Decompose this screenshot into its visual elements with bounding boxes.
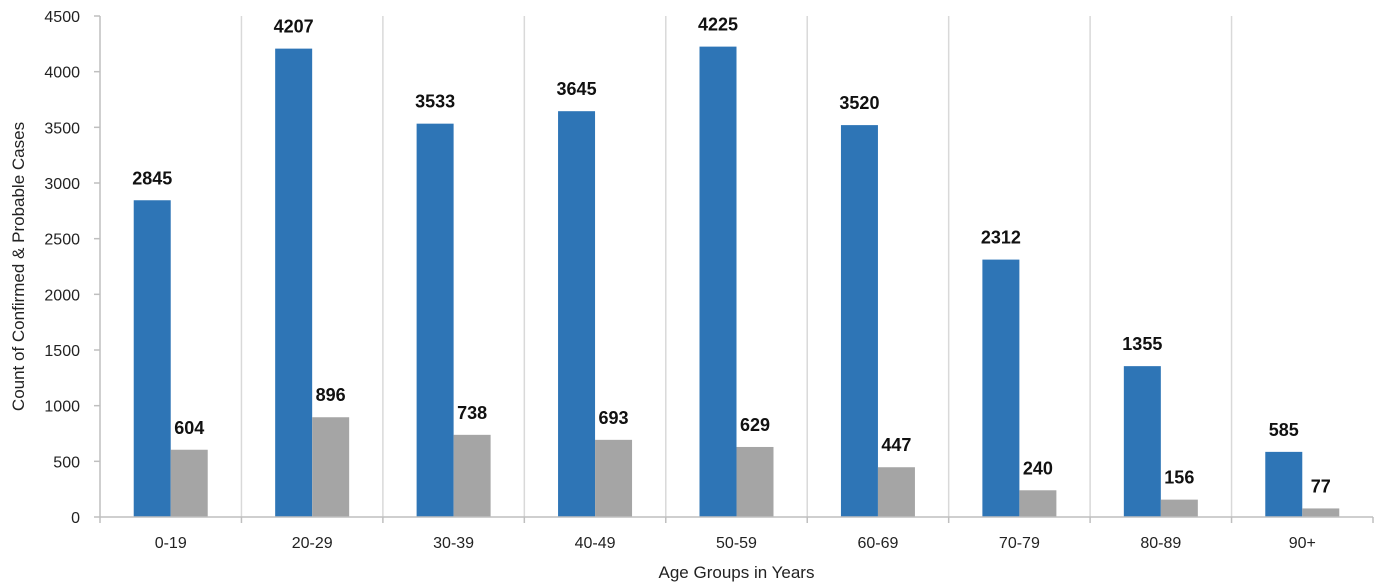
- y-tick-label: 500: [53, 454, 80, 471]
- bar: [312, 417, 350, 517]
- bar: [699, 46, 737, 517]
- x-axis-title: Age Groups in Years: [659, 563, 815, 582]
- x-tick-label: 30-39: [433, 535, 474, 552]
- bar: [877, 467, 915, 517]
- bar: [1019, 490, 1057, 517]
- x-tick-label: 70-79: [999, 535, 1040, 552]
- bar: [840, 125, 878, 518]
- bar: [736, 446, 774, 517]
- y-tick-label: 2500: [44, 232, 80, 249]
- bar: [1160, 499, 1198, 517]
- data-label: 3533: [415, 92, 455, 112]
- bar: [133, 200, 171, 518]
- data-label: 4225: [698, 15, 738, 35]
- bar: [453, 434, 491, 517]
- y-tick-label: 1500: [44, 343, 80, 360]
- y-tick-label: 4500: [44, 9, 80, 26]
- data-label: 156: [1164, 468, 1194, 488]
- data-label: 629: [740, 415, 770, 435]
- bar: [170, 449, 208, 517]
- data-label: 693: [599, 408, 629, 428]
- bar: [1265, 451, 1303, 517]
- x-tick-label: 50-59: [716, 535, 757, 552]
- data-label: 2845: [132, 168, 172, 188]
- x-tick-label: 60-69: [857, 535, 898, 552]
- y-tick-label: 1000: [44, 399, 80, 416]
- x-tick-label: 20-29: [292, 535, 333, 552]
- bar: [558, 111, 596, 517]
- data-label: 77: [1311, 476, 1331, 496]
- gridlines: [240, 16, 1233, 517]
- x-tick-label: 90+: [1289, 535, 1316, 552]
- bar: [275, 48, 313, 517]
- y-tick-label: 4000: [44, 65, 80, 82]
- bars: [133, 46, 1340, 518]
- y-tick-label: 2000: [44, 287, 80, 304]
- bar: [595, 439, 633, 517]
- x-tick-label: 40-49: [575, 535, 616, 552]
- bar: [1123, 366, 1161, 517]
- data-label: 240: [1023, 458, 1053, 478]
- data-label: 3645: [557, 79, 597, 99]
- axes: [99, 16, 1373, 518]
- y-tick-label: 0: [71, 510, 80, 527]
- data-label: 3520: [839, 93, 879, 113]
- data-label: 585: [1269, 420, 1299, 440]
- bar: [982, 259, 1020, 517]
- data-label: 4207: [274, 17, 314, 37]
- data-labels: 2845 604 4207 896 3533 738 3645 693 4225 629 3520 4…: [132, 15, 1331, 497]
- data-label: 1355: [1122, 334, 1162, 354]
- y-tick-labels: 0 500 1000 1500 2000 2500 3000 3500 4000 4500: [44, 9, 100, 527]
- data-label: 738: [457, 403, 487, 423]
- x-tick-labels: 0-19 20-29 30-39 40-49 50-59 60-69 70-79 80-89 9…: [99, 517, 1374, 552]
- data-label: 604: [174, 418, 204, 438]
- y-tick-label: 3000: [44, 176, 80, 193]
- data-label: 2312: [981, 228, 1021, 248]
- data-label: 447: [881, 435, 911, 455]
- x-tick-label: 80-89: [1140, 535, 1181, 552]
- y-axis-title: Count of Confirmed & Probable Cases: [9, 122, 28, 411]
- bar: [1302, 508, 1340, 517]
- bar: [416, 123, 454, 517]
- y-tick-label: 3500: [44, 120, 80, 137]
- x-tick-label: 0-19: [155, 535, 187, 552]
- data-label: 896: [316, 385, 346, 405]
